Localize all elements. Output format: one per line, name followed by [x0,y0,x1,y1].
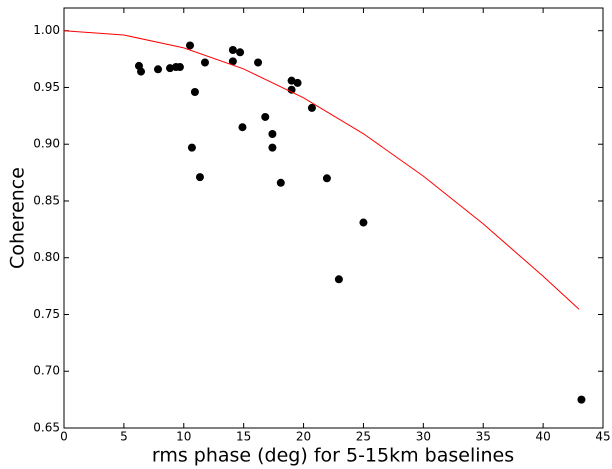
scatter-point [293,78,302,87]
y-axis-label: Coherence [7,167,29,269]
scatter-point [322,174,331,183]
scatter-point [154,65,163,74]
x-tick-label: 45 [595,430,610,444]
scatter-point [334,275,343,284]
scatter-point [228,46,237,54]
scatter-point [287,85,296,94]
scatter-point [187,143,196,152]
scatter-point [186,41,195,50]
x-tick-label: 0 [60,430,68,444]
scatter-point [236,48,245,57]
scatter-point [577,395,586,404]
y-tick-label: 0.85 [33,193,60,207]
scatter-point [254,58,263,67]
y-tick-label: 0.80 [33,250,60,264]
scatter-point [268,130,277,138]
model-curve [63,30,580,310]
x-tick-label: 20 [296,430,311,444]
scatter-point [268,143,277,152]
x-axis-label: rms phase (deg) for 5-15km baselines [152,445,514,467]
scatter-point [359,218,368,227]
y-tick-label: 0.65 [33,421,60,435]
scatter-point [200,58,209,67]
y-tick-label: 0.70 [33,364,60,378]
scatter-point [228,57,237,66]
y-tick-label: 0.90 [33,137,60,151]
x-tick-label: 25 [356,430,371,444]
x-tick-label: 30 [416,430,431,444]
scatter-point [166,64,175,73]
x-tick-label: 10 [176,430,191,444]
scatter-point [137,67,146,76]
y-tick-label: 0.95 [33,80,60,94]
scatter-point [195,173,204,182]
scatter-point [307,103,316,112]
x-tick-label: 35 [476,430,491,444]
x-tick-label: 5 [120,430,128,444]
scatter-point [261,112,270,121]
scatter-point [175,63,184,72]
y-tick-label: 1.00 [33,23,60,37]
y-tick-label: 0.75 [33,307,60,321]
scatter-point [238,123,247,132]
x-tick-label: 15 [236,430,251,444]
scatter-point [190,88,199,96]
scatter-point [276,178,285,187]
x-tick-label: 40 [535,430,550,444]
plot-frame [63,7,604,429]
